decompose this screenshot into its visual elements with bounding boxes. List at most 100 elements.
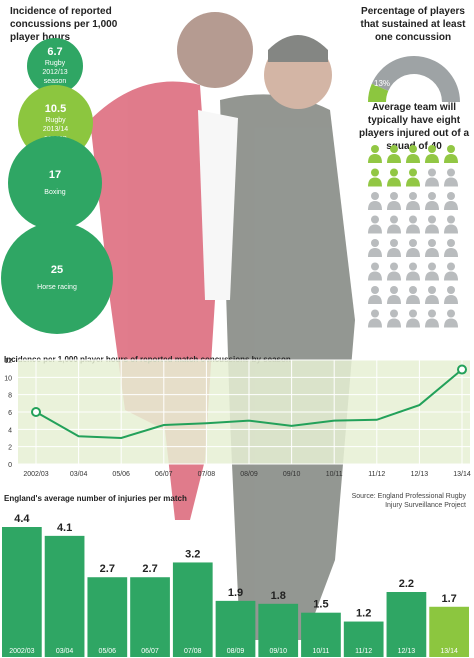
person-icon xyxy=(368,145,382,163)
person-icon xyxy=(406,309,420,328)
bar-value-label: 1.5 xyxy=(313,599,328,611)
gauge-heading: Percentage of players that sustained at … xyxy=(360,6,466,43)
y-tick-label: 2 xyxy=(8,445,12,452)
y-tick-label: 12 xyxy=(4,358,12,365)
person-icon xyxy=(425,239,439,257)
person-icon xyxy=(444,286,458,304)
x-tick-label: 07/08 xyxy=(184,648,202,655)
circle-value: 10.5 xyxy=(44,102,67,115)
bar xyxy=(429,606,469,657)
line-series xyxy=(35,368,463,440)
bar xyxy=(2,527,42,657)
bar xyxy=(301,612,341,657)
person-icon xyxy=(444,215,458,234)
person-icon xyxy=(368,286,382,304)
person-icon xyxy=(387,215,401,234)
person-icon xyxy=(444,168,458,187)
bar-chart-title: England's average number of injuries per… xyxy=(4,494,187,503)
person-icon xyxy=(406,262,420,281)
x-tick-label: 10/11 xyxy=(312,648,329,655)
bar-value-label: 3.2 xyxy=(185,548,200,560)
bar xyxy=(44,535,85,657)
circle-boxing: 17 Boxing xyxy=(8,136,102,230)
injuries-bar-chart: 4.4 2002/03 4.1 03/04 2.7 05/06 2.7 06/07 3.2 07/… xyxy=(2,513,469,657)
person-icon xyxy=(425,286,439,304)
y-tick-label: 6 xyxy=(8,410,12,417)
squad-people-grid xyxy=(368,145,458,328)
person-icon xyxy=(368,168,382,187)
concussion-heading: Incidence of reported concussions per 1,… xyxy=(10,6,118,43)
bar xyxy=(258,603,299,657)
person-icon xyxy=(387,262,401,281)
circle-value: 6.7 xyxy=(47,46,63,58)
bar-value-label: 1.2 xyxy=(356,608,371,620)
bar xyxy=(87,577,128,657)
person-icon xyxy=(444,145,458,163)
bar xyxy=(215,600,256,657)
x-tick-label: 06/07 xyxy=(155,471,173,478)
person-icon xyxy=(425,145,439,163)
y-tick-label: 10 xyxy=(4,375,12,382)
x-tick-label: 13/14 xyxy=(440,648,458,655)
bar xyxy=(343,621,384,657)
bar xyxy=(386,592,427,657)
x-tick-label: 07/08 xyxy=(198,471,216,478)
x-tick-label: 08/09 xyxy=(227,648,245,655)
bar-value-label: 1.7 xyxy=(441,593,456,605)
circle-rugby-2012-13: 6.7 Rugby 2012/13 season xyxy=(27,38,83,94)
bar-value-label: 2.7 xyxy=(142,563,157,575)
person-icon xyxy=(444,239,458,257)
bar-value-label: 4.4 xyxy=(14,513,30,525)
source-note: Source: England Professional Rugby Injur… xyxy=(351,493,466,509)
circle-label: Boxing xyxy=(44,189,66,196)
gauge-fill xyxy=(368,83,389,102)
person-icon xyxy=(425,309,439,328)
person-icon xyxy=(444,262,458,281)
person-icon xyxy=(444,192,458,210)
person-icon xyxy=(368,262,382,281)
x-tick-label: 13/14 xyxy=(453,471,471,478)
person-icon xyxy=(406,286,420,304)
x-tick-label: 11/12 xyxy=(368,471,385,478)
concussion-gauge: 13% xyxy=(368,55,460,102)
x-tick-label: 06/07 xyxy=(141,648,159,655)
person-icon xyxy=(425,262,439,281)
person-icon xyxy=(387,286,401,304)
person-icon xyxy=(368,239,382,257)
person-icon xyxy=(444,309,458,328)
circle-label: Horse racing xyxy=(37,284,77,291)
person-icon xyxy=(387,309,401,328)
circle-label: Rugby 2012/13 season xyxy=(42,60,68,85)
bar xyxy=(172,562,213,657)
bar-value-label: 2.7 xyxy=(100,563,115,575)
x-tick-label: 10/11 xyxy=(326,471,343,478)
y-tick-label: 0 xyxy=(8,462,12,469)
person-icon xyxy=(425,168,439,187)
circle-value: 25 xyxy=(50,264,64,276)
bar xyxy=(130,577,170,657)
x-tick-label: 2002/03 xyxy=(23,471,48,478)
x-tick-label: 03/04 xyxy=(56,648,74,655)
y-tick-label: 8 xyxy=(8,393,12,400)
person-icon xyxy=(406,145,420,163)
x-tick-label: 03/04 xyxy=(70,471,88,478)
person-icon xyxy=(406,215,420,234)
x-tick-label: 08/09 xyxy=(240,471,258,478)
line-point xyxy=(457,364,467,375)
x-tick-label: 09/10 xyxy=(269,648,287,655)
y-tick-label: 4 xyxy=(8,427,12,434)
person-icon xyxy=(387,168,401,187)
person-icon xyxy=(406,192,420,210)
gauge-value: 13% xyxy=(374,79,390,88)
person-icon xyxy=(425,215,439,234)
person-icon xyxy=(387,145,401,163)
x-tick-label: 11/12 xyxy=(355,648,372,655)
x-tick-label: 09/10 xyxy=(283,471,301,478)
bar-value-label: 4.1 xyxy=(57,522,72,534)
person-icon xyxy=(387,192,401,210)
line-point xyxy=(31,407,41,417)
x-tick-label: 2002/03 xyxy=(9,648,34,655)
x-tick-label: 05/06 xyxy=(99,648,117,655)
x-tick-label: 05/06 xyxy=(112,471,130,478)
circle-value: 17 xyxy=(48,169,62,181)
